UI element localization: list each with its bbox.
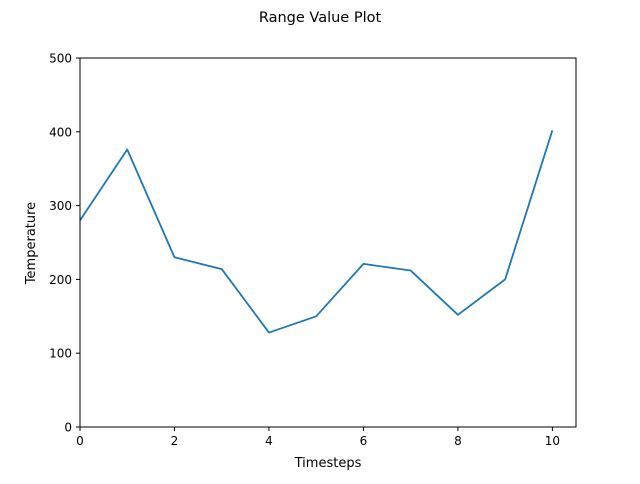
x-axis-label: Timesteps (294, 456, 362, 471)
y-tick-label: 100 (49, 347, 72, 361)
x-tick-label: 4 (265, 434, 273, 448)
y-tick-label: 400 (49, 125, 72, 139)
axes-frame (79, 57, 577, 428)
y-axis-label: Temperature (24, 202, 39, 285)
x-tick-label: 0 (76, 434, 84, 448)
x-tick-label: 6 (360, 434, 368, 448)
x-tick-label: 10 (545, 434, 560, 448)
x-tick-label: 8 (454, 434, 462, 448)
y-tick-label: 200 (49, 273, 72, 287)
chart-title: Range Value Plot (259, 10, 382, 26)
y-tick-label: 0 (64, 421, 72, 435)
series-line-0 (79, 130, 554, 334)
x-tick-label: 2 (171, 434, 179, 448)
y-tick-label: 500 (49, 52, 72, 66)
y-tick-label: 300 (49, 199, 72, 213)
